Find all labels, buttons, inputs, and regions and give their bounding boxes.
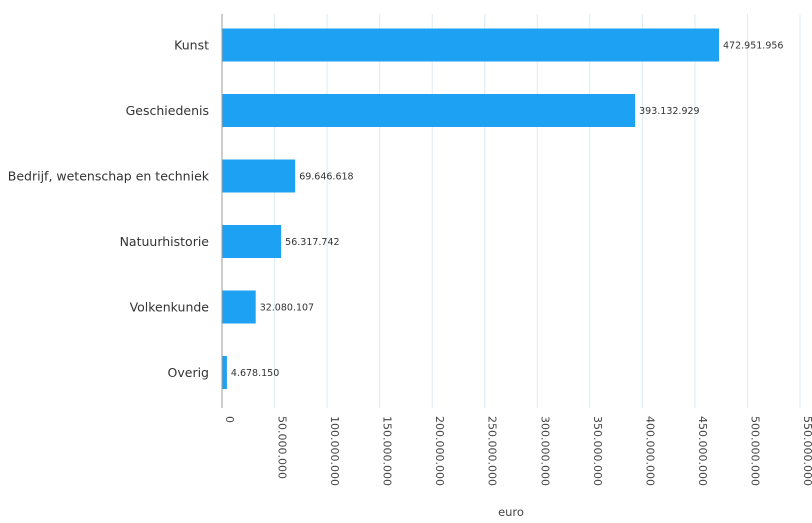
bar (222, 356, 227, 389)
x-tick-label: 250.000.000 (486, 416, 499, 486)
value-label: 56.317.742 (285, 237, 339, 248)
value-label: 32.080.107 (260, 303, 314, 314)
x-axis-title: euro (498, 505, 524, 519)
value-labels: 472.951.956 393.132.929 69.646.618 56.317.7… (231, 41, 784, 380)
value-label: 472.951.956 (723, 41, 783, 52)
category-label: Bedrijf, wetenschap en techniek (8, 169, 210, 184)
value-label: 69.646.618 (299, 172, 353, 183)
x-tick-label: 500.000.000 (748, 416, 761, 486)
x-tick-label: 300.000.000 (538, 416, 551, 486)
x-tick-label: 150.000.000 (381, 416, 394, 486)
x-tick-label: 50.000.000 (276, 416, 289, 479)
category-label: Overig (168, 365, 209, 380)
bar (222, 159, 296, 193)
bars (222, 28, 720, 389)
category-label: Natuurhistorie (120, 234, 210, 249)
x-tick-label: 350.000.000 (591, 416, 604, 486)
x-tick-label: 550.000.000 (801, 416, 812, 486)
x-tick-label: 100.000.000 (328, 416, 341, 486)
x-tick-label: 400.000.000 (643, 416, 656, 486)
bar (222, 225, 282, 258)
category-label: Kunst (174, 38, 209, 53)
x-tick-label: 0 (223, 416, 236, 423)
category-labels: Kunst Geschiedenis Bedrijf, wetenschap en … (8, 38, 210, 381)
x-tick-label: 450.000.000 (696, 416, 709, 486)
category-label: Geschiedenis (126, 103, 209, 118)
bar (222, 28, 720, 62)
x-tick-labels: 0 50.000.000 100.000.000 150.000.000 200.000… (223, 416, 812, 486)
category-label: Volkenkunde (130, 300, 210, 315)
bar (222, 290, 256, 324)
value-label: 4.678.150 (231, 368, 279, 379)
bar (222, 94, 636, 127)
grid-lines (274, 14, 801, 408)
x-tick-label: 200.000.000 (433, 416, 446, 486)
value-label: 393.132.929 (639, 106, 699, 117)
